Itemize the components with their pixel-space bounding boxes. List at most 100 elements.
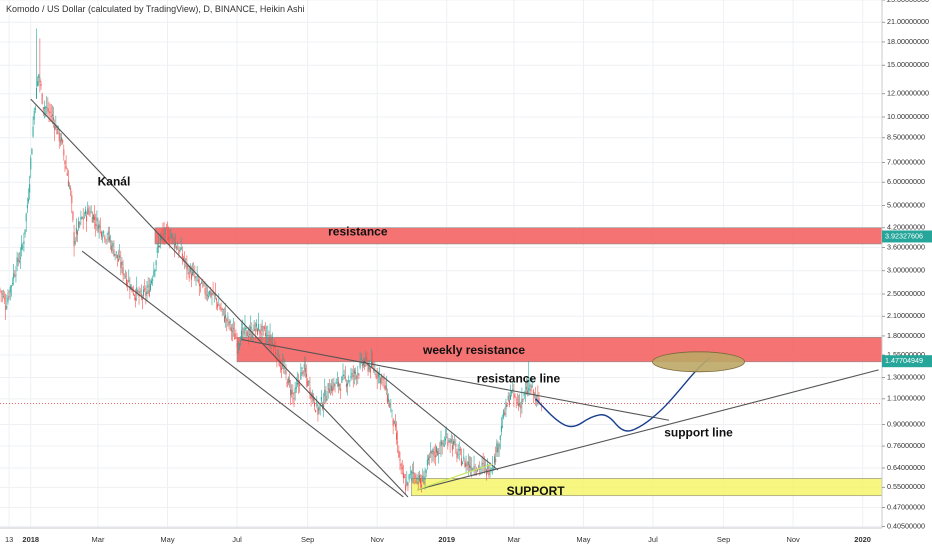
price-marker: [882, 230, 932, 243]
candle-body: [102, 237, 104, 239]
candle-body: [296, 382, 298, 385]
candle-body: [225, 314, 227, 319]
candle-body: [489, 473, 491, 475]
candle-body: [139, 290, 141, 293]
candle-body: [367, 366, 369, 372]
candle-body: [434, 455, 436, 458]
candle-body: [70, 188, 72, 190]
y-tick-label: 5.00000000: [887, 200, 925, 209]
candle-body: [125, 279, 127, 285]
candle-body: [282, 364, 284, 367]
candle-body: [38, 74, 40, 79]
candle-body: [5, 305, 7, 310]
candle-body: [107, 231, 109, 235]
candle-body: [300, 372, 302, 380]
trendline: [416, 463, 493, 491]
y-tick-label: 3.00000000: [887, 266, 925, 275]
candle-body: [525, 387, 527, 390]
candle-body: [10, 285, 12, 287]
candle-body: [279, 365, 281, 368]
candle-body: [244, 326, 246, 331]
candle-body: [189, 266, 191, 273]
candle-body: [528, 387, 530, 391]
candle-body: [478, 466, 480, 468]
candle-body: [406, 480, 408, 485]
y-tick-label: 15.00000000: [887, 60, 929, 69]
candle-body: [325, 395, 327, 403]
candle-body: [334, 384, 336, 386]
candle-body: [98, 224, 100, 229]
candle-body: [177, 249, 179, 250]
y-tick-label: 1.30000000: [887, 372, 925, 381]
candle-body: [348, 380, 350, 382]
candle-body: [81, 217, 83, 219]
candle-body: [137, 291, 139, 293]
candle-body: [410, 471, 412, 474]
candle-body: [187, 265, 189, 267]
candle-body: [118, 259, 120, 262]
candle-body: [181, 253, 183, 259]
candle-body: [492, 468, 494, 470]
candle-body: [206, 294, 208, 296]
candle-body: [389, 403, 391, 408]
candle-body: [416, 477, 418, 480]
candle-body: [21, 244, 23, 250]
candle-body: [34, 108, 36, 111]
y-tick-label: 18.00000000: [887, 37, 929, 46]
candle-body: [427, 457, 429, 461]
annotation-label: SUPPORT: [507, 484, 566, 498]
y-tick-label: 21.00000000: [887, 17, 929, 26]
price-marker-label: 1.47704949: [885, 356, 923, 365]
candle-body: [511, 390, 513, 394]
candle-body: [333, 382, 335, 388]
candle-body: [417, 481, 419, 485]
candle-body: [26, 204, 28, 209]
candle-body: [0, 288, 1, 290]
candle-body: [402, 472, 404, 479]
candle-body: [495, 458, 497, 463]
candle-body: [218, 304, 220, 306]
candle-body: [442, 443, 444, 445]
candle-body: [88, 211, 90, 213]
candle-body: [236, 342, 238, 348]
candle-body: [288, 379, 290, 383]
candle-body: [165, 227, 167, 229]
candle-body: [75, 228, 77, 235]
candle-body: [466, 464, 468, 466]
candle-body: [351, 372, 353, 376]
candle-body: [451, 444, 453, 451]
candle-body: [443, 444, 445, 446]
candle-body: [498, 444, 500, 448]
candle-body: [241, 330, 243, 339]
candle-body: [514, 396, 516, 398]
candle-body: [522, 398, 524, 401]
candle-body: [483, 464, 485, 466]
candle-body: [473, 466, 475, 469]
candle-body: [380, 377, 382, 384]
candle-body: [78, 221, 80, 228]
candle-body: [97, 225, 99, 233]
candle-body: [179, 249, 181, 251]
candle-body: [47, 108, 49, 112]
candle-body: [231, 330, 233, 332]
candle-body: [415, 480, 417, 484]
candle-body: [37, 81, 39, 86]
candle-body: [64, 160, 66, 165]
candle-body: [368, 365, 370, 370]
candle-body: [435, 446, 437, 453]
candle-body: [212, 292, 214, 295]
candle-body: [419, 478, 421, 484]
candle-body: [113, 249, 115, 257]
candle-body: [292, 393, 294, 395]
candle-body: [274, 346, 276, 348]
candle-body: [286, 381, 288, 388]
candle-body: [96, 217, 98, 222]
zone-resistance: [154, 227, 883, 245]
candle-body: [33, 110, 35, 120]
candle-body: [515, 399, 517, 401]
x-tick-label: May: [160, 535, 174, 544]
candle-body: [140, 294, 142, 297]
candle-body: [517, 403, 519, 407]
